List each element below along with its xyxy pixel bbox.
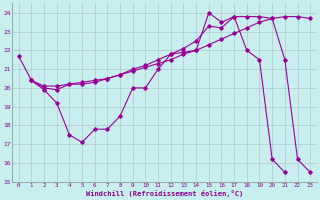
X-axis label: Windchill (Refroidissement éolien,°C): Windchill (Refroidissement éolien,°C) [86, 190, 243, 197]
